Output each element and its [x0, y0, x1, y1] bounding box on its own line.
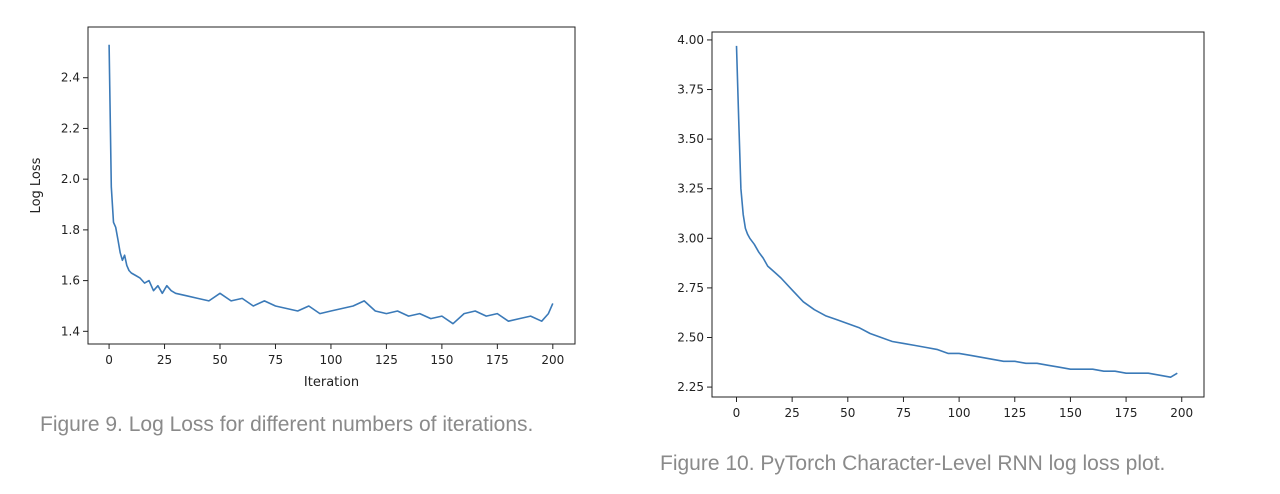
y-tick-label: 3.75	[677, 83, 704, 97]
x-axis-label: Iteration	[304, 375, 359, 390]
loss-series-line	[735, 45, 1178, 378]
x-tick-label: 175	[1115, 406, 1138, 420]
y-tick-label: 2.75	[677, 281, 704, 295]
x-tick-label: 25	[157, 353, 172, 367]
x-tick-label: 200	[1170, 406, 1193, 420]
x-tick-label: 75	[896, 406, 911, 420]
y-tick-label: 2.25	[677, 380, 704, 394]
y-tick-label: 3.25	[677, 182, 704, 196]
y-tick-label: 2.0	[61, 172, 80, 186]
x-tick-label: 200	[541, 353, 564, 367]
y-tick-label: 1.4	[61, 324, 80, 338]
x-tick-label: 25	[785, 406, 800, 420]
log-loss-chart-right: 0 25 50 75 100 125 150 175 200 2.25 2.50 2.75 3.00 3.…	[677, 31, 1205, 420]
y-tick-label: 2.4	[61, 71, 80, 85]
x-tick-label: 125	[375, 353, 398, 367]
x-tick-label: 175	[486, 353, 509, 367]
y-axis-label: Log Loss	[29, 157, 44, 213]
x-tick-label: 50	[212, 353, 227, 367]
loss-series-line	[108, 44, 554, 325]
x-tick-label: 0	[733, 406, 741, 420]
y-tick-label: 3.50	[677, 132, 704, 146]
y-tick-label: 2.50	[677, 330, 704, 344]
x-tick-label: 75	[268, 353, 283, 367]
x-tick-label: 0	[105, 353, 113, 367]
log-loss-chart-left: 0 25 50 75 100 125 150 175 200 1.4 1.6 1.8 2.0 2.2 2.4…	[29, 26, 576, 390]
x-tick-label: 150	[430, 353, 453, 367]
x-tick-label: 100	[948, 406, 971, 420]
y-tick-label: 3.00	[677, 231, 704, 245]
x-tick-label: 150	[1059, 406, 1082, 420]
y-tick-label: 1.6	[61, 274, 80, 288]
y-tick-label: 2.2	[61, 121, 80, 135]
x-tick-label: 50	[840, 406, 855, 420]
figure-caption-right: Figure 10. PyTorch Character-Level RNN l…	[660, 452, 1166, 475]
x-tick-label: 125	[1003, 406, 1026, 420]
x-tick-label: 100	[319, 353, 342, 367]
y-tick-label: 4.00	[677, 33, 704, 47]
figure-caption-left: Figure 9. Log Loss for different numbers…	[40, 413, 534, 436]
plot-frame	[87, 26, 576, 345]
plot-frame	[711, 31, 1205, 398]
y-tick-label: 1.8	[61, 223, 80, 237]
